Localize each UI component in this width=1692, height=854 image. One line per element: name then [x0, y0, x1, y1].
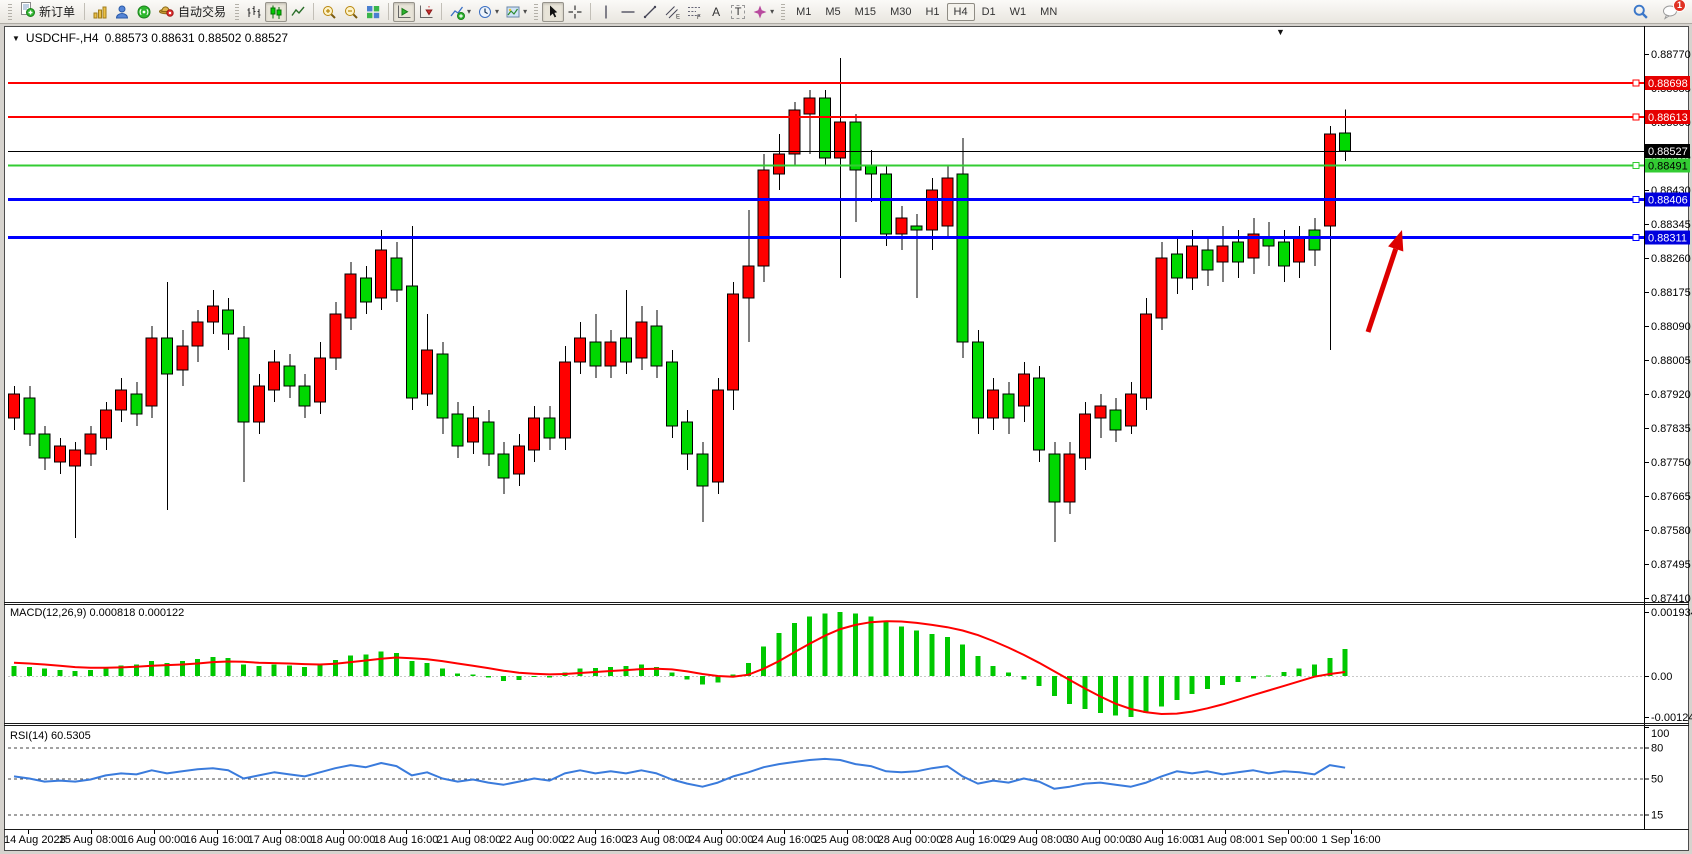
text-tool-icon: A [712, 4, 721, 19]
candlestick-chart-button[interactable] [265, 1, 288, 22]
crosshair-icon [568, 5, 582, 18]
timeframe-mn-button[interactable]: MN [1040, 5, 1058, 18]
timeframe-d1-button[interactable]: D1 [981, 5, 996, 18]
timeframe-m15-button[interactable]: M15 [854, 5, 877, 18]
line-chart-button[interactable] [287, 2, 309, 22]
indicators-icon [450, 6, 466, 20]
signal-button[interactable] [133, 2, 155, 22]
trendline-button[interactable] [639, 2, 661, 22]
main-toolbar: 新订单 自动交易 ▾ [0, 0, 1692, 24]
notifications-button[interactable]: 1 [1658, 0, 1686, 22]
new-order-icon [19, 1, 35, 22]
crosshair-button[interactable] [564, 2, 586, 22]
arrows-tool-button[interactable]: ▾ [749, 2, 777, 22]
text-tool-button[interactable]: A [705, 2, 727, 22]
periods-button[interactable]: ▾ [474, 2, 502, 22]
bar-chart-icon [247, 5, 261, 18]
horizontal-line-icon [621, 10, 635, 13]
timeframe-m5-button[interactable]: M5 [825, 5, 841, 18]
macd-indicator-label: MACD(12,26,9) 0.000818 0.000122 [10, 607, 185, 619]
auto-trading-button[interactable]: 自动交易 [155, 2, 231, 22]
gold-bars-icon [93, 6, 107, 18]
chevron-down-icon: ▾ [523, 6, 528, 16]
toolbar-grip[interactable] [8, 3, 12, 20]
arrows-tool-icon [753, 5, 767, 18]
chart-window [4, 26, 1689, 851]
candlestick-icon [270, 5, 282, 19]
zoom-in-icon [323, 5, 336, 19]
timeframe-w1-button[interactable]: W1 [1009, 5, 1027, 18]
toolbar-grip[interactable] [781, 3, 786, 20]
channel-icon: E [665, 5, 680, 20]
panel-separator-main-macd[interactable] [4, 602, 1689, 603]
gold-chart-button[interactable] [89, 2, 111, 22]
expert-hat-icon [158, 1, 174, 22]
timeframe-m30-button[interactable]: M30 [890, 5, 912, 18]
panel-separator-main-macd[interactable] [4, 604, 1689, 605]
text-label-icon: T [730, 4, 746, 19]
ohlc-values-label: 0.88573 0.88631 0.88502 0.88527 [104, 31, 289, 45]
search-icon [1633, 4, 1648, 19]
user-chart-icon [116, 5, 129, 18]
equidistant-channel-button[interactable]: E [661, 2, 683, 22]
chart-shift-icon [420, 5, 433, 18]
zoom-in-button[interactable] [318, 2, 340, 22]
timeframe-m1-button[interactable]: M1 [796, 5, 812, 18]
cursor-button[interactable] [542, 1, 565, 22]
clock-icon [479, 5, 492, 18]
auto-trading-label: 自动交易 [178, 5, 227, 19]
chevron-down-icon: ▾ [467, 6, 472, 16]
panel-separator-macd-rsi[interactable] [4, 723, 1689, 724]
template-icon [506, 6, 520, 17]
search-button[interactable] [1629, 2, 1652, 22]
notification-count-badge: 1 [1673, 0, 1686, 12]
chart-title: ▼ USDCHF-,H4 0.88573 0.88631 0.88502 0.8… [12, 31, 288, 45]
tile-windows-icon [367, 5, 380, 18]
cursor-icon [550, 5, 558, 17]
new-order-button[interactable]: 新订单 [16, 2, 80, 22]
timeframe-h1-button[interactable]: H1 [925, 5, 940, 18]
toolbar-grip[interactable] [235, 3, 240, 20]
fibonacci-icon: F [688, 6, 701, 20]
auto-scroll-button[interactable] [393, 1, 416, 22]
zoom-out-icon [345, 5, 358, 19]
new-order-label: 新订单 [39, 5, 76, 19]
svg-text:E: E [676, 14, 680, 20]
rsi-indicator-label: RSI(14) 60.5305 [10, 730, 91, 742]
chart-shift-marker[interactable]: ▼ [1276, 27, 1285, 37]
tile-windows-button[interactable] [362, 2, 384, 22]
time-axis-separator [4, 829, 1689, 830]
timeframe-h4-button[interactable]: H4 [946, 2, 975, 21]
panel-separator-macd-rsi[interactable] [4, 725, 1689, 726]
vertical-line-button[interactable] [595, 2, 617, 22]
chevron-down-icon: ▾ [770, 6, 775, 16]
fibonacci-button[interactable]: F [683, 2, 705, 22]
trendline-icon [643, 5, 657, 18]
market-watch-button[interactable] [111, 2, 133, 22]
toolbar-grip[interactable] [534, 3, 539, 20]
signal-icon [137, 5, 151, 18]
symbol-period-label: USDCHF-,H4 [25, 31, 99, 45]
chart-shift-button[interactable] [415, 2, 437, 22]
svg-text:F: F [697, 15, 701, 20]
chevron-down-icon: ▾ [495, 6, 500, 16]
bar-chart-button[interactable] [243, 2, 265, 22]
indicators-button[interactable]: ▾ [446, 2, 474, 22]
line-chart-icon [291, 6, 305, 16]
horizontal-line-button[interactable] [617, 2, 639, 22]
templates-button[interactable]: ▾ [502, 2, 530, 22]
text-label-button[interactable]: T [727, 2, 749, 22]
auto-scroll-icon [398, 5, 411, 18]
symbol-dropdown-icon[interactable]: ▼ [12, 33, 20, 43]
vertical-line-icon [605, 5, 607, 18]
zoom-out-button[interactable] [340, 2, 362, 22]
